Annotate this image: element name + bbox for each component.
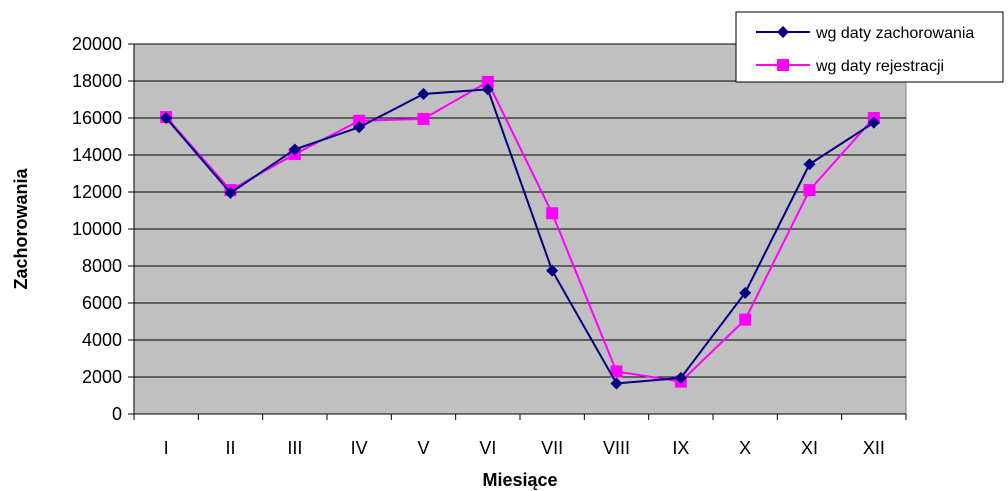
data-point [417, 112, 430, 125]
data-point [546, 264, 559, 277]
data-point [353, 121, 366, 134]
series-line [165, 80, 875, 383]
data-point [739, 286, 752, 299]
series-zachorowania [160, 83, 880, 390]
x-axis-title: Miesiące [482, 470, 557, 490]
y-tick-label: 8000 [82, 256, 122, 276]
gridlines [134, 43, 906, 378]
data-point [803, 158, 816, 171]
data-point [674, 371, 687, 384]
series-lines [160, 75, 880, 390]
data-point [481, 83, 494, 96]
y-tick-label: 12000 [72, 182, 122, 202]
data-point [481, 75, 494, 88]
x-tick-label: X [739, 438, 751, 458]
legend-label: wg daty rejestracji [815, 58, 944, 75]
data-point [867, 116, 880, 129]
x-tick-label: II [225, 438, 235, 458]
data-point [610, 377, 623, 390]
y-tick-label: 0 [112, 404, 122, 424]
x-tick-label: III [287, 438, 302, 458]
y-tick-label: 16000 [72, 108, 122, 128]
legend-marker [777, 59, 789, 71]
legend-marker [777, 26, 789, 38]
y-axis-title: Zachorowania [11, 168, 31, 290]
data-point [739, 313, 752, 326]
x-tick-label: XI [801, 438, 818, 458]
legend: wg daty zachorowania wg daty rejestracji [735, 11, 1004, 83]
y-tick-label: 4000 [82, 330, 122, 350]
x-tick-label: VII [541, 438, 563, 458]
x-tick-label: IV [351, 438, 368, 458]
y-tick-label: 2000 [82, 367, 122, 387]
y-tick-label: 10000 [72, 219, 122, 239]
x-tick-label: IX [672, 438, 689, 458]
data-point [288, 143, 301, 156]
y-tick-label: 18000 [72, 71, 122, 91]
x-tick-label: VIII [603, 438, 630, 458]
y-tick-label: 20000 [72, 34, 122, 54]
x-tick-label: I [164, 438, 169, 458]
data-point [546, 207, 559, 220]
x-tick-label: V [417, 438, 429, 458]
data-point [353, 114, 366, 127]
y-tick-label: 6000 [82, 293, 122, 313]
y-tick-label: 14000 [72, 145, 122, 165]
data-point [417, 87, 430, 100]
legend-label: wg daty zachorowania [815, 25, 974, 42]
x-tick-labels: I II III IV V VI VII VIII IX X XI XII [164, 438, 885, 458]
x-tick-label: VI [479, 438, 496, 458]
data-point [160, 112, 173, 124]
y-tick-labels: 0 2000 4000 6000 8000 10000 12000 14000 16000 180… [72, 34, 122, 424]
axes [128, 43, 907, 420]
data-point [610, 365, 623, 378]
series-line [165, 88, 875, 385]
data-point [803, 184, 816, 197]
x-tick-label: XII [863, 438, 885, 458]
data-point [224, 186, 237, 199]
